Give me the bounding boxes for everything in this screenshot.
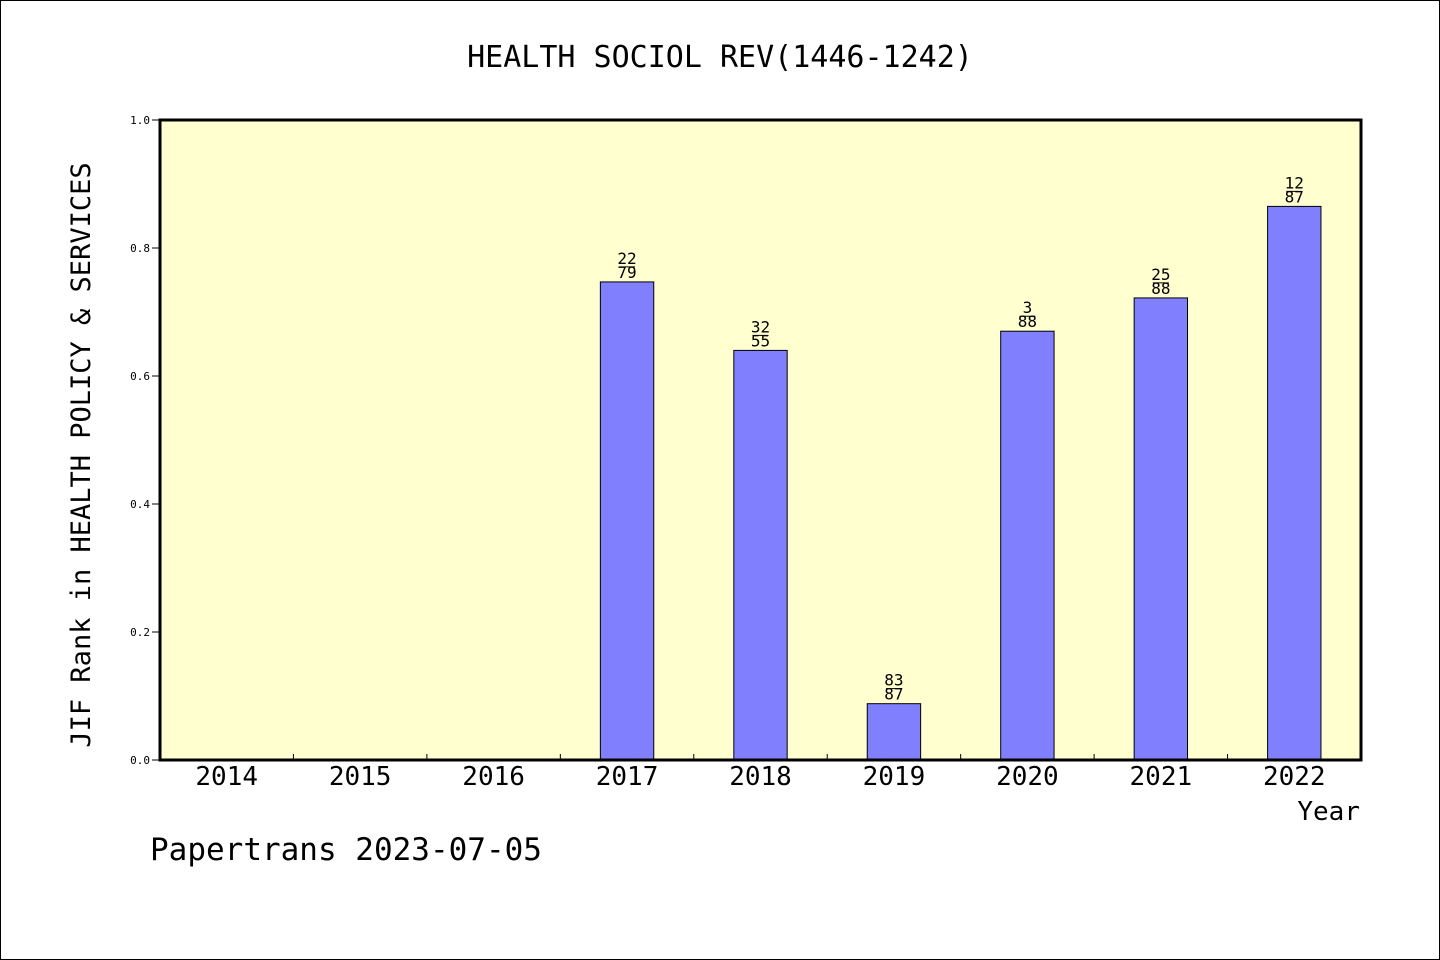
x-axis: 2014 2015 2016 2017 2018 2019 2020 2021 2022: [195, 754, 1326, 792]
x-tick-label-2017: 2017: [596, 762, 659, 792]
bar-2017: [599, 281, 655, 761]
bar-label-rank-2018: 32: [751, 317, 770, 336]
bar-label-rank-2021: 25: [1151, 265, 1170, 284]
bar-2018: [733, 349, 788, 761]
bar-label-total-2018: 55: [751, 331, 770, 350]
y-tick-label-0.4: 0.4: [130, 498, 150, 511]
bar-label-rank-2022: 12: [1285, 173, 1304, 192]
bar-2022: [1267, 205, 1322, 761]
y-tick-label-1.0: 1.0: [130, 114, 150, 127]
bar-label-rank-2020: 3: [1023, 298, 1033, 317]
x-tick-label-2022: 2022: [1263, 762, 1326, 792]
bar-label-rank-2019: 83: [884, 671, 903, 690]
x-tick-label-2019: 2019: [863, 762, 926, 792]
x-tick-label-2018: 2018: [729, 762, 792, 792]
y-tick-label-0.8: 0.8: [130, 242, 150, 255]
y-tick-label-0.2: 0.2: [130, 626, 150, 639]
bar-label-rank-2017: 22: [617, 249, 636, 268]
bar-label-total-2019: 87: [884, 685, 903, 704]
x-tick-label-2020: 2020: [996, 762, 1059, 792]
x-tick-label-2014: 2014: [195, 762, 258, 792]
x-axis-label: Year: [1297, 797, 1360, 827]
bar-2019: [866, 703, 922, 761]
bar-label-total-2022: 87: [1285, 187, 1304, 206]
footer-watermark: Papertrans 2023-07-05: [150, 832, 542, 868]
bar-label-total-2021: 88: [1151, 279, 1170, 298]
plot-border: [158, 118, 1363, 762]
x-tick-label-2015: 2015: [329, 762, 392, 792]
x-tick-label-2016: 2016: [462, 762, 525, 792]
y-tick-label-0.6: 0.6: [130, 370, 150, 383]
bars: [599, 205, 1322, 761]
bar-label-total-2020: 88: [1018, 312, 1037, 331]
y-tick-label-0.0: 0.0: [130, 754, 150, 767]
y-axis-label: JIF Rank in HEALTH POLICY & SERVICES: [66, 162, 97, 747]
x-tick-label-2021: 2021: [1130, 762, 1193, 792]
bar-2020: [1000, 330, 1055, 761]
bar-2021: [1133, 297, 1189, 761]
chart-title: HEALTH SOCIOL REV(1446-1242): [467, 40, 973, 75]
y-axis: 0.0 0.2 0.4 0.6 0.8 1.0: [130, 114, 160, 767]
bar-label-total-2017: 79: [617, 263, 636, 282]
